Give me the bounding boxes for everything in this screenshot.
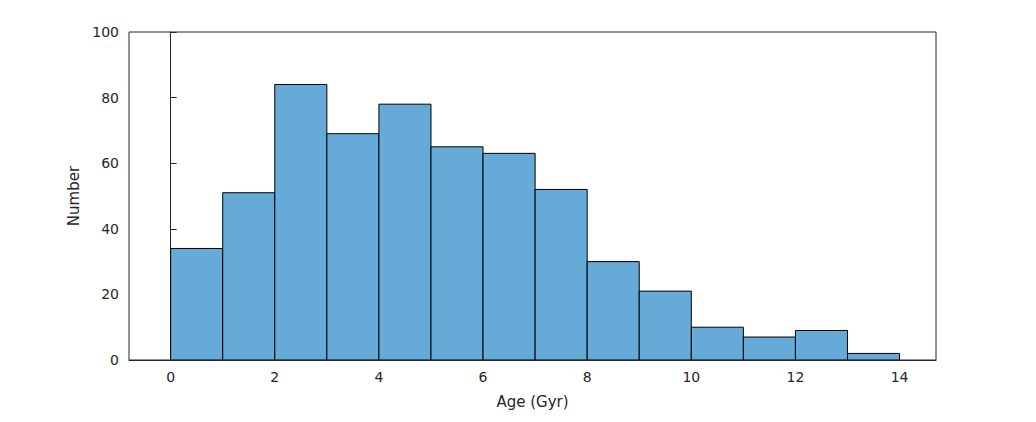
svg-text:80: 80 bbox=[101, 90, 119, 106]
svg-text:0: 0 bbox=[110, 352, 119, 368]
svg-text:14: 14 bbox=[891, 369, 909, 385]
svg-text:8: 8 bbox=[583, 369, 592, 385]
svg-text:Number: Number bbox=[65, 165, 83, 226]
svg-text:6: 6 bbox=[479, 369, 488, 385]
svg-text:60: 60 bbox=[101, 155, 119, 171]
svg-text:Age (Gyr): Age (Gyr) bbox=[496, 393, 568, 411]
svg-text:2: 2 bbox=[270, 369, 279, 385]
svg-text:0: 0 bbox=[166, 369, 175, 385]
svg-text:12: 12 bbox=[787, 369, 805, 385]
svg-text:40: 40 bbox=[101, 221, 119, 237]
svg-text:20: 20 bbox=[101, 286, 119, 302]
svg-text:10: 10 bbox=[682, 369, 700, 385]
svg-text:100: 100 bbox=[92, 24, 119, 40]
svg-text:4: 4 bbox=[374, 369, 383, 385]
